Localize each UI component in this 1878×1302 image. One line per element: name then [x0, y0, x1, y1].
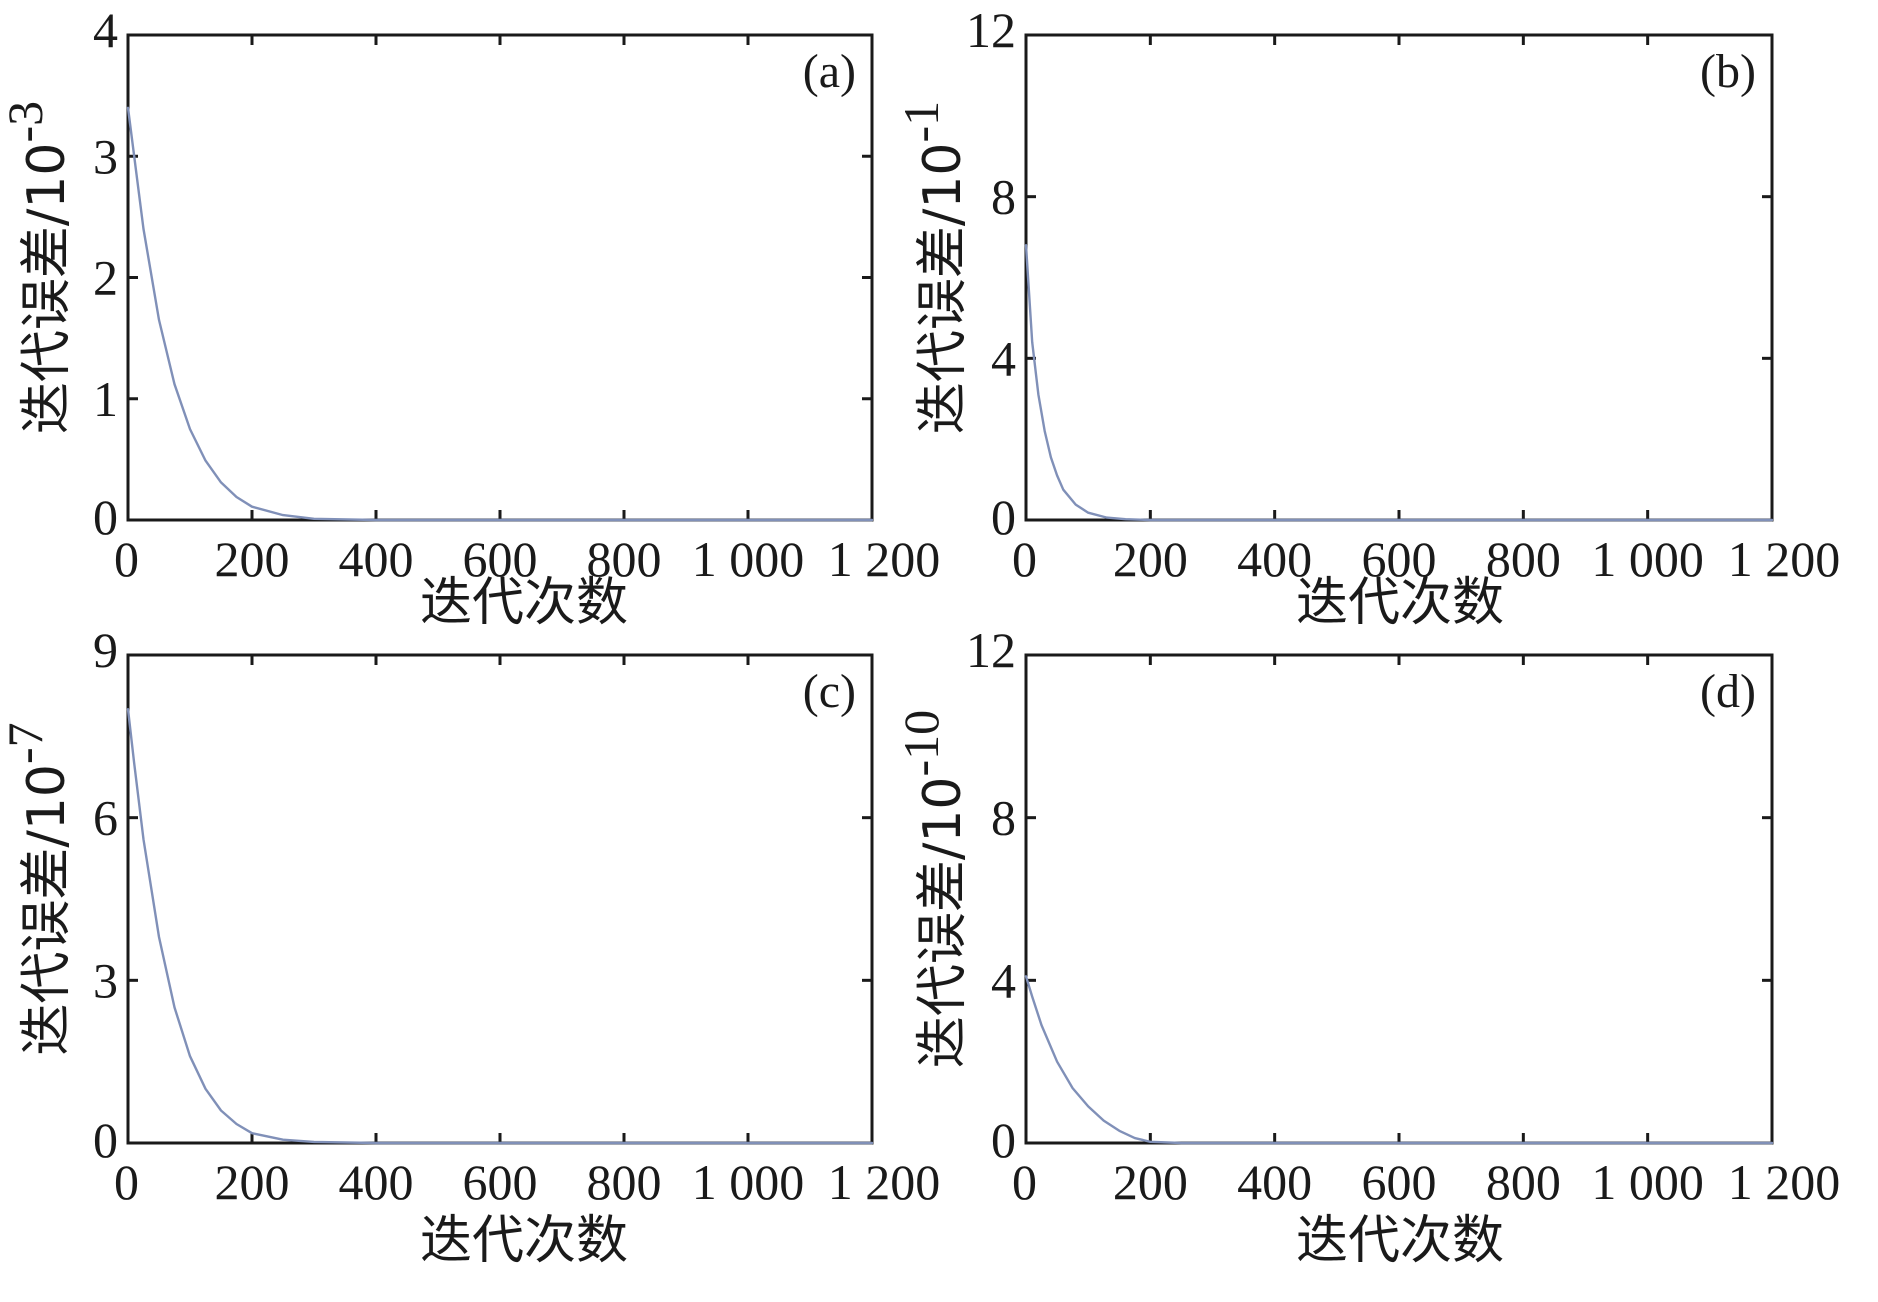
y-tick-label: 1	[93, 371, 118, 427]
x-tick-label: 1 000	[692, 531, 805, 587]
x-tick-label: 600	[463, 1154, 538, 1210]
y-axis-title-exponent: -7	[0, 722, 53, 764]
y-tick-label: 8	[991, 790, 1016, 846]
panel-label: (b)	[1700, 45, 1756, 98]
y-axis-title: 迭代误差/10-7	[0, 722, 77, 1055]
panel-label: (d)	[1700, 665, 1756, 718]
chart-panel-a: 0 200 400 600 800 1 000 1 200 0 1 2 3 4 (a) 迭代次数 迭代误差/…	[0, 2, 940, 633]
y-tick-label: 8	[991, 169, 1016, 225]
y-tick-label: 12	[966, 2, 1016, 58]
x-tick-label: 400	[1237, 1154, 1312, 1210]
y-tick-label: 0	[991, 1112, 1016, 1168]
data-line	[126, 106, 874, 522]
data-line	[1024, 975, 1774, 1145]
x-tick-label: 600	[1362, 1154, 1437, 1210]
x-tick-label: 400	[1237, 531, 1312, 587]
x-axis-title: 迭代次数	[420, 573, 628, 633]
x-tick-label: 800	[1486, 1154, 1561, 1210]
y-tick-label: 4	[991, 330, 1016, 386]
y-tick-label: 12	[966, 622, 1016, 678]
x-axis-title: 迭代次数	[1296, 1211, 1504, 1271]
plot-frame	[1024, 653, 1774, 1145]
plot-frame	[1024, 33, 1774, 522]
x-tick-label: 400	[339, 1154, 414, 1210]
chart-panel-b: 0 200 400 600 800 1 000 1 200 0 4 8 12 (b) 迭代次数 迭代误差/…	[893, 2, 1840, 633]
panel-label: (c)	[803, 665, 856, 718]
x-tick-label: 1 200	[1728, 1154, 1841, 1210]
x-tick-label: 400	[339, 531, 414, 587]
x-tick-label: 1 000	[1591, 531, 1704, 587]
x-tick-label: 1 200	[1728, 531, 1841, 587]
x-tick-label: 800	[587, 1154, 662, 1210]
x-tick-label: 800	[1486, 531, 1561, 587]
x-tick-label: 1 200	[828, 1154, 941, 1210]
x-tick-label: 600	[1362, 531, 1437, 587]
y-axis-title: 迭代误差/10-10	[893, 710, 973, 1068]
panel-label: (a)	[803, 45, 856, 98]
y-tick-label: 0	[93, 489, 118, 545]
x-axis-title: 迭代次数	[420, 1211, 628, 1271]
y-axis-title: 迭代误差/10-3	[0, 101, 77, 434]
y-axis-title-exponent: -1	[893, 101, 949, 143]
y-tick-label: 4	[991, 952, 1016, 1008]
y-axis-title: 迭代误差/10-1	[893, 101, 973, 434]
x-tick-label: 0	[1012, 531, 1037, 587]
x-tick-label: 200	[1113, 1154, 1188, 1210]
y-tick-label: 2	[93, 250, 118, 306]
x-tick-label: 1 200	[828, 531, 941, 587]
plot-frame	[126, 653, 874, 1145]
x-tick-label: 0	[114, 1154, 139, 1210]
y-axis-title-exponent: -3	[0, 101, 53, 143]
x-tick-label: 200	[215, 531, 290, 587]
y-axis-title-exponent: -10	[893, 710, 949, 777]
y-axis-title-main: 迭代误差/10	[913, 776, 973, 1068]
x-tick-label: 200	[215, 1154, 290, 1210]
y-axis-title-main: 迭代误差/10	[913, 142, 973, 434]
plot-frame	[126, 33, 874, 522]
chart-panel-d: 0 200 400 600 800 1 000 1 200 0 4 8 12 (d) 迭代次数 迭代误差/…	[893, 622, 1840, 1271]
x-tick-label: 200	[1113, 531, 1188, 587]
data-line	[126, 708, 874, 1145]
x-tick-label: 600	[463, 531, 538, 587]
y-axis-title-main: 迭代误差/10	[17, 764, 77, 1056]
y-tick-label: 6	[93, 790, 118, 846]
y-axis-title-main: 迭代误差/10	[17, 142, 77, 434]
y-tick-label: 3	[93, 952, 118, 1008]
x-tick-label: 1 000	[692, 1154, 805, 1210]
y-tick-label: 0	[93, 1112, 118, 1168]
x-tick-label: 0	[114, 531, 139, 587]
x-axis-title: 迭代次数	[1296, 573, 1504, 633]
y-tick-label: 0	[991, 489, 1016, 545]
y-tick-label: 4	[93, 2, 118, 58]
y-tick-label: 3	[93, 128, 118, 184]
x-tick-label: 1 000	[1591, 1154, 1704, 1210]
chart-panel-c: 0 200 400 600 800 1 000 1 200 0 3 6 9 (c) 迭代次数 迭代误差/1…	[0, 622, 940, 1271]
x-tick-label: 0	[1012, 1154, 1037, 1210]
data-line	[1024, 243, 1774, 522]
y-tick-label: 9	[93, 622, 118, 678]
x-tick-label: 800	[587, 531, 662, 587]
